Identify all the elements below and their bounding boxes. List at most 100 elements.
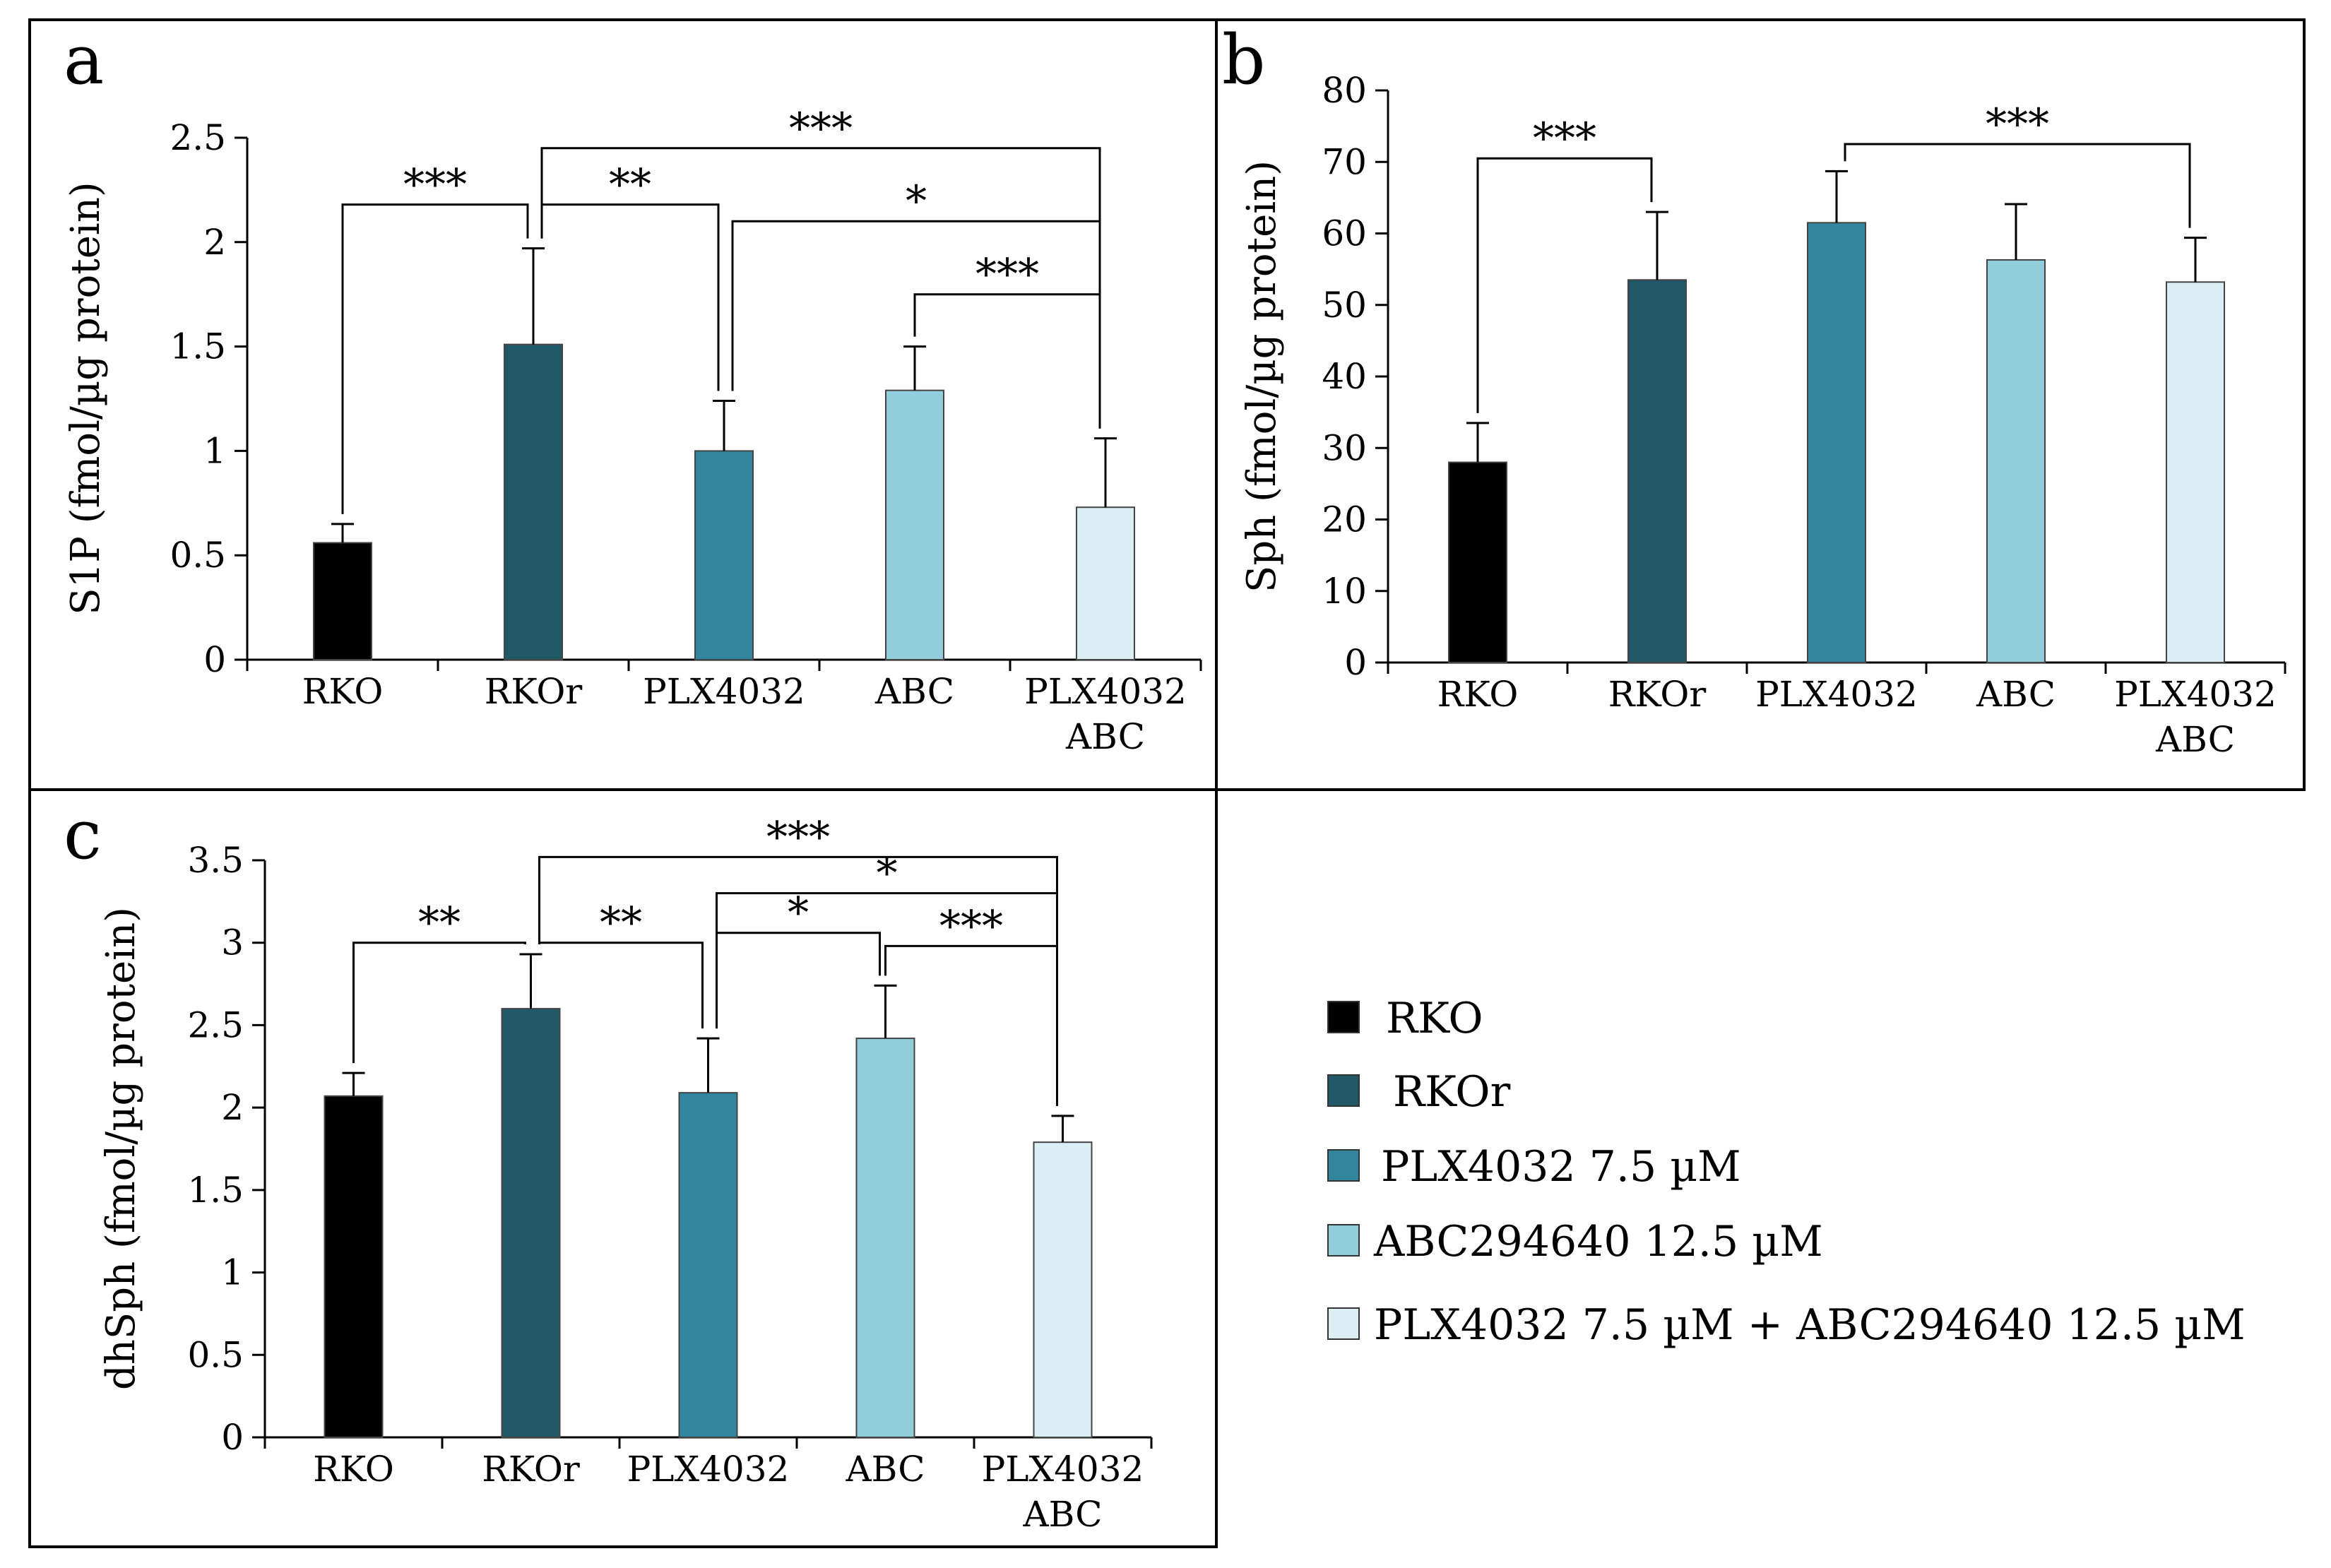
significance-label-a-0: ***: [403, 160, 467, 210]
x-category-label-c-3: ABC: [845, 1449, 925, 1490]
y-axis-label-a: S1P (fmol/µg protein): [63, 182, 109, 614]
significance-label-a-3: *: [906, 177, 927, 226]
panel-c-label: c: [64, 795, 102, 874]
chart-panel-b: 0 10 20 30 40 50 60 70 80 Sph (fmol/µg protein) RK…: [1239, 70, 2286, 760]
bar-b-4: [2166, 281, 2225, 664]
y-tick-label-b: 40: [1322, 356, 1367, 397]
x-category-label-a-2: PLX4032: [643, 671, 805, 712]
significance-bracket-a-0: [341, 203, 529, 514]
y-tick-label-c: 3: [221, 922, 244, 963]
significance-label-b-0: ***: [1533, 114, 1596, 163]
bar-b-1: [1627, 279, 1687, 663]
y-tick-label-b: 0: [1344, 642, 1367, 683]
x-category-label-b-2: PLX4032: [1755, 674, 1918, 715]
legend-swatch-3: [1327, 1224, 1360, 1257]
x-category-label-b-0: RKO: [1437, 674, 1519, 715]
x-category-label-a-3: ABC: [874, 671, 954, 712]
x-category-label-b-3: ABC: [1976, 674, 2056, 715]
bar-c-2: [678, 1092, 738, 1438]
chart-panel-a: 0 0.5 1 1.5 2 2.5 S1P (fmol/µg protein) RKO RKOr…: [63, 104, 1202, 757]
legend-swatch-2: [1327, 1149, 1360, 1182]
x-category-label-c-4: PLX4032: [982, 1449, 1144, 1490]
bar-a-0: [313, 542, 372, 660]
y-tick-label-b: 60: [1322, 213, 1367, 254]
legend-label-4: PLX4032 7.5 µM + ABC294640 12.5 µM: [1374, 1300, 2246, 1350]
significance-label-c-0: **: [418, 898, 461, 948]
significance-bracket-a-4: [913, 293, 1101, 429]
panel-c-frame: [28, 788, 1218, 1548]
bar-c-1: [501, 1008, 561, 1438]
x-category-label-c-1: RKOr: [482, 1449, 580, 1490]
significance-label-a-4: ***: [975, 250, 1039, 299]
y-tick-label-c: 1.5: [187, 1170, 244, 1211]
bar-b-0: [1448, 461, 1507, 663]
significance-bracket-a-1: [540, 203, 720, 391]
y-tick-label-c: 0: [221, 1417, 244, 1458]
panel-a-label: a: [64, 20, 104, 100]
legend-swatch-4: [1327, 1307, 1360, 1340]
significance-label-c-1: **: [600, 898, 642, 948]
y-tick-label-c: 2.5: [187, 1004, 244, 1045]
bar-b-2: [1807, 222, 1866, 663]
significance-label-c-4: *: [788, 889, 809, 938]
significance-bracket-c-1: [538, 942, 704, 1029]
significance-bracket-c-0: [352, 942, 526, 1064]
y-tick-label-a: 1.5: [170, 326, 226, 367]
y-tick-label-b: 30: [1322, 427, 1367, 468]
bar-c-3: [855, 1038, 915, 1439]
legend-label-1: RKOr: [1393, 1067, 1511, 1117]
y-tick-label-c: 2: [221, 1087, 244, 1128]
x-category-label-b-4: ABC: [2155, 719, 2235, 760]
y-tick-label-b: 50: [1322, 285, 1367, 326]
y-tick-label-b: 70: [1322, 141, 1367, 182]
legend-label-3: ABC294640 12.5 µM: [1373, 1217, 1823, 1266]
bar-a-3: [885, 389, 944, 661]
significance-bracket-c-4: [716, 932, 881, 1029]
y-axis-label-b: Sph (fmol/µg protein): [1239, 160, 1285, 593]
significance-label-c-5: ***: [939, 901, 1003, 951]
x-category-label-c-2: PLX4032: [627, 1449, 790, 1490]
bar-c-4: [1033, 1141, 1093, 1438]
legend-swatch-0: [1327, 1001, 1360, 1033]
panel-b-frame: [1215, 18, 2306, 791]
significance-label-c-3: *: [877, 849, 898, 898]
x-category-label-a-1: RKOr: [485, 671, 583, 712]
bar-a-2: [694, 450, 754, 661]
y-tick-label-a: 2: [203, 222, 226, 263]
x-category-label-a-4: PLX4032: [1024, 671, 1187, 712]
y-tick-label-a: 0: [203, 639, 226, 680]
x-category-label-a-0: RKO: [302, 671, 384, 712]
y-tick-label-b: 10: [1322, 571, 1367, 612]
panel-b-label: b: [1222, 20, 1265, 100]
y-tick-label-c: 0.5: [187, 1334, 244, 1375]
legend-label-2: PLX4032 7.5 µM: [1381, 1142, 1741, 1192]
legend-swatch-1: [1327, 1074, 1360, 1107]
chart-panel-c: 0 0.5 1 1.5 2 2.5 3 3.5 dhSph (fmol/µg protein) R…: [98, 812, 1153, 1535]
significance-label-a-2: ***: [789, 104, 853, 153]
y-tick-label-b: 20: [1322, 499, 1367, 540]
y-axis-label-c: dhSph (fmol/µg protein): [98, 907, 144, 1390]
y-tick-label-a: 0.5: [170, 535, 226, 576]
y-tick-label-c: 1: [221, 1252, 244, 1293]
significance-label-b-1: ***: [1986, 100, 2049, 149]
x-category-label-b-1: RKOr: [1608, 674, 1707, 715]
y-tick-label-b: 80: [1322, 70, 1367, 111]
significance-label-a-1: **: [609, 160, 651, 210]
bar-a-1: [504, 343, 563, 660]
significance-label-c-2: ***: [766, 812, 830, 862]
y-tick-label-c: 3.5: [187, 840, 244, 881]
significance-bracket-b-0: [1476, 157, 1653, 413]
bar-c-0: [324, 1095, 384, 1438]
significance-bracket-c-5: [884, 944, 1058, 1106]
significance-bracket-b-1: [1844, 143, 2191, 228]
y-tick-label-a: 2.5: [170, 117, 226, 158]
x-category-label-c-0: RKO: [313, 1449, 394, 1490]
x-category-label-c-4: ABC: [1022, 1494, 1102, 1535]
legend-label-0: RKO: [1386, 994, 1483, 1043]
x-category-label-b-4: PLX4032: [2114, 674, 2277, 715]
legend: RKO RKOr PLX4032 7.5 µM ABC294640 12.5 µ…: [1327, 994, 2246, 1350]
bar-a-4: [1076, 506, 1135, 660]
y-tick-label-a: 1: [203, 430, 226, 471]
x-category-label-a-4: ABC: [1065, 716, 1145, 757]
